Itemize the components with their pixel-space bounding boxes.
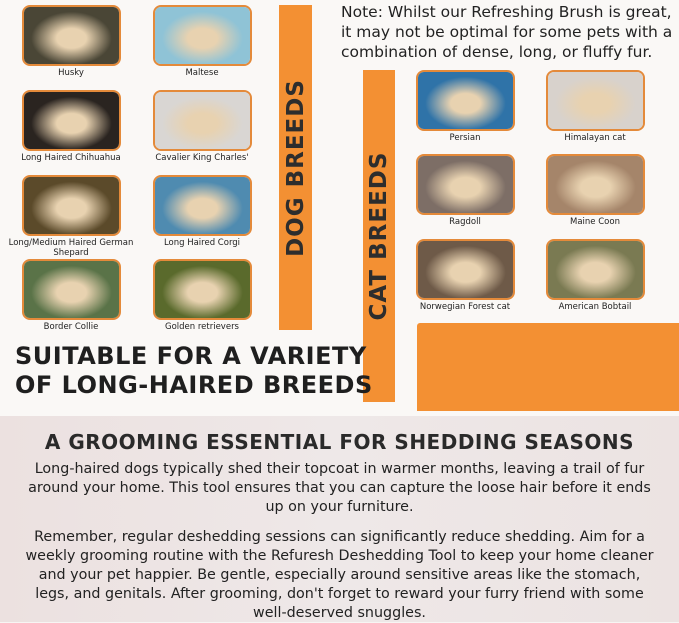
breed-image [418,241,513,298]
breed-photo [416,70,515,131]
breed-photo [22,175,121,236]
breed-image [155,261,250,318]
dog-breeds-title: DOG BREEDS [282,78,309,257]
breed-image [24,177,119,234]
breed-image [155,177,250,234]
breed-photo [546,154,645,215]
breed-image [548,72,643,129]
headline-line-2: OF LONG-HAIRED BREEDS [15,371,373,399]
breed-image [548,241,643,298]
breed-label: Border Collie [43,322,99,332]
breed-photo [546,239,645,300]
breed-photo [416,154,515,215]
breed-label: Long Haired Corgi [163,238,241,248]
breed-label: Norwegian Forest cat [419,302,511,312]
breed-photo [22,259,121,320]
breed-image [418,72,513,129]
breed-image [418,156,513,213]
grooming-paragraph-2: Remember, regular deshedding sessions ca… [25,529,654,621]
breed-photo [153,175,252,236]
breed-label: Husky [58,68,84,78]
orange-block [417,323,679,411]
note-text: Note: Whilst our Refreshing Brush is gre… [341,3,673,61]
dog-breeds-banner: DOG BREEDS [279,5,312,330]
breed-image [24,261,119,318]
breed-label: Long Haired Chihuahua [21,153,121,163]
breed-photo [153,90,252,151]
headline-line-1: SUITABLE FOR A VARIETY [15,342,367,370]
breed-image [548,156,643,213]
breed-photo [153,259,252,320]
breed-photo [153,5,252,66]
breed-label: Long/Medium Haired German Shepard [8,238,134,258]
breed-photo [22,90,121,151]
breed-photo [546,70,645,131]
breeds-panel: Husky Maltese Long Haired Chihuahua Cavalie… [8,3,679,411]
breed-image [155,92,250,149]
breed-photo [22,5,121,66]
breed-label: Maine Coon [570,217,620,227]
grooming-title: A GROOMING ESSENTIAL FOR SHEDDING SEASON… [44,430,635,454]
breed-label: Persian [449,133,481,143]
cat-breeds-title: CAT BREEDS [366,151,392,321]
breed-label: Cavalier King Charles' [155,153,249,163]
breed-label: American Bobtail [558,302,632,312]
breed-image [24,7,119,64]
cat-breeds-banner: CAT BREEDS [363,70,395,402]
breed-photo [416,239,515,300]
breed-image [155,7,250,64]
grooming-section: A GROOMING ESSENTIAL FOR SHEDDING SEASON… [0,416,679,622]
breed-image [24,92,119,149]
breed-label: Golden retrievers [164,322,239,332]
grooming-paragraph-1: Long-haired dogs typically shed their to… [28,461,651,515]
breed-label: Himalayan cat [564,133,626,143]
breed-label: Ragdoll [449,217,481,227]
breed-label: Maltese [185,68,219,78]
headline: SUITABLE FOR A VARIETY OF LONG-HAIRED BR… [15,342,373,400]
